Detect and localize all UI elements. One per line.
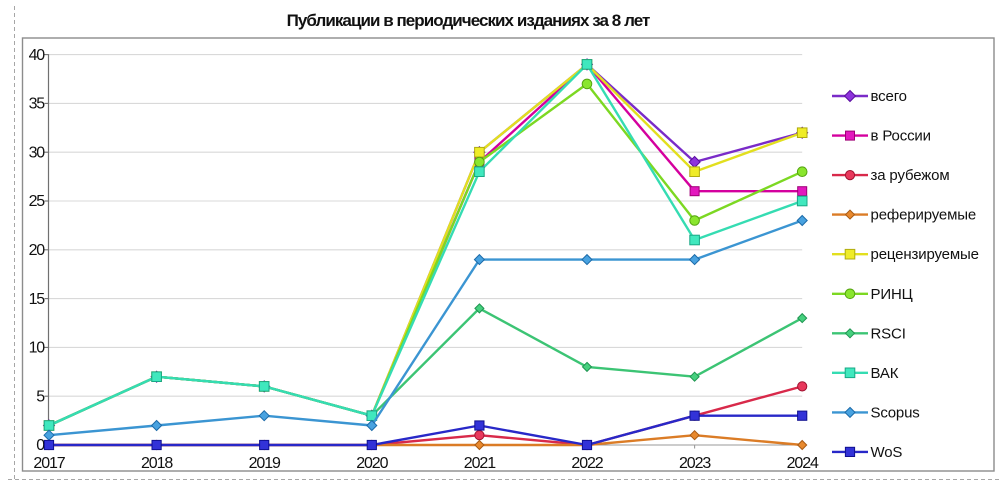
- svg-text:реферируемые: реферируемые: [871, 207, 977, 224]
- svg-text:2020: 2020: [356, 455, 388, 472]
- svg-text:20: 20: [29, 242, 46, 259]
- svg-text:2017: 2017: [33, 455, 65, 472]
- svg-text:15: 15: [29, 291, 46, 308]
- svg-text:10: 10: [29, 340, 46, 357]
- svg-text:5: 5: [36, 388, 45, 405]
- svg-text:30: 30: [29, 144, 46, 161]
- svg-text:ВАК: ВАК: [871, 365, 899, 382]
- svg-text:2021: 2021: [464, 455, 496, 472]
- svg-text:WoS: WoS: [871, 444, 903, 461]
- svg-text:за рубежом: за рубежом: [871, 167, 950, 184]
- svg-text:2022: 2022: [571, 455, 603, 472]
- svg-text:40: 40: [29, 47, 46, 64]
- svg-text:всего: всего: [871, 88, 907, 105]
- svg-text:2024: 2024: [787, 455, 819, 472]
- svg-text:Публикации в периодических изд: Публикации в периодических изданиях за 8…: [287, 11, 650, 30]
- svg-text:2023: 2023: [679, 455, 711, 472]
- svg-text:в России: в России: [871, 128, 931, 145]
- svg-text:35: 35: [29, 96, 46, 113]
- svg-text:РИНЦ: РИНЦ: [871, 286, 913, 303]
- svg-text:RSCI: RSCI: [871, 325, 906, 342]
- svg-text:Scopus: Scopus: [871, 404, 920, 421]
- svg-text:рецензируемые: рецензируемые: [871, 246, 979, 263]
- svg-text:25: 25: [29, 193, 46, 210]
- svg-text:2018: 2018: [141, 455, 173, 472]
- svg-text:2019: 2019: [249, 455, 281, 472]
- svg-text:0: 0: [36, 437, 45, 454]
